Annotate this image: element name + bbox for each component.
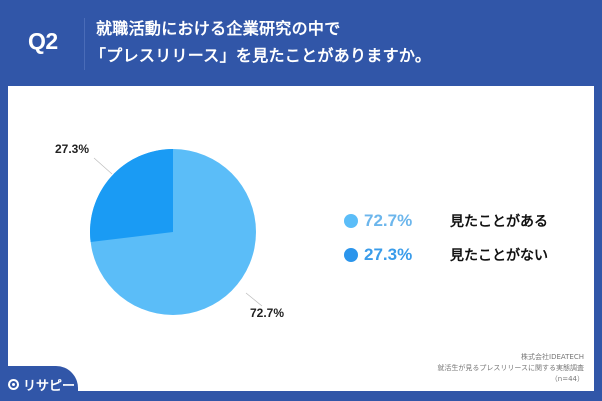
pie-label-seen: 72.7% (250, 306, 285, 320)
source-company: 株式会社IDEATECH (521, 353, 584, 361)
brand-name: リサピー (23, 379, 76, 394)
brand-logo: リサピー (8, 375, 75, 394)
leader-line-27 (93, 157, 113, 175)
source-survey: 就活生が見るプレスリリースに関する実態調査 (437, 364, 584, 372)
legend: 72.7% 見たことがある 27.3% 見たことがない (344, 204, 548, 272)
chart-panel: 27.3% 72.7% 72.7% 見たことがある 27.3% 見たことがない … (8, 86, 594, 391)
legend-label: 見たことがある (450, 214, 548, 230)
question-title: 就職活動における企業研究の中で 「プレスリリース」を見たことがありますか。 (90, 15, 431, 69)
legend-dot-icon (344, 248, 358, 262)
source-n: （n=44） (550, 375, 584, 383)
pie-slice-not-seen (89, 149, 173, 242)
legend-pct: 72.7% (364, 211, 413, 230)
location-pin-icon (8, 379, 19, 390)
legend-dot-icon (344, 214, 358, 228)
header: Q2 就職活動における企業研究の中で 「プレスリリース」を見たことがありますか。 (0, 0, 602, 86)
title-line-2: 「プレスリリース」を見たことがありますか。 (90, 46, 432, 65)
leader-line-72 (245, 292, 263, 307)
pie-chart (89, 149, 263, 315)
question-number: Q2 (28, 28, 58, 54)
legend-label: 見たことがない (450, 248, 548, 264)
legend-item-seen: 72.7% 見たことがある (344, 204, 548, 238)
header-divider (84, 18, 85, 70)
legend-pct: 27.3% (364, 245, 413, 264)
legend-item-not-seen: 27.3% 見たことがない (344, 238, 548, 272)
pie-label-not-seen: 27.3% (55, 142, 90, 156)
title-line-1: 就職活動における企業研究の中で (96, 19, 341, 38)
source-note: 株式会社IDEATECH 就活生が見るプレスリリースに関する実態調査 （n=44… (437, 352, 584, 385)
